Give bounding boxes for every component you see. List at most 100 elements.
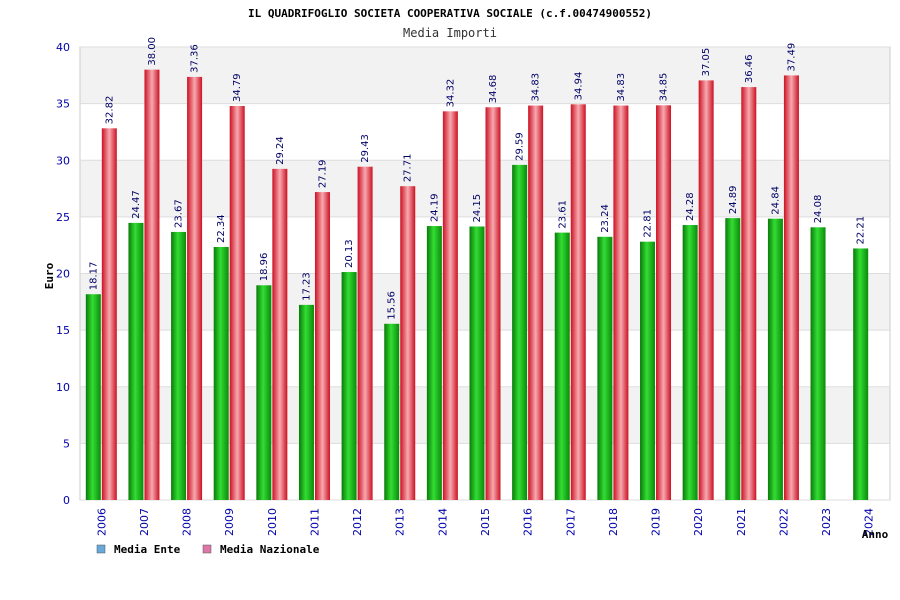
y-tick-label: 15 (56, 324, 70, 337)
bar-media-ente (256, 285, 272, 500)
x-tick-label: 2011 (308, 508, 321, 536)
data-label: 38.00 (147, 37, 158, 66)
data-label: 24.47 (131, 190, 142, 219)
data-label: 18.17 (88, 262, 99, 291)
data-label: 34.79 (232, 73, 243, 102)
bar-media-nazionale (783, 75, 799, 500)
bar-media-ente (298, 304, 314, 500)
data-label: 29.59 (515, 132, 526, 161)
bar-media-ente (426, 226, 442, 500)
x-tick-label: 2018 (607, 508, 620, 536)
data-label: 24.15 (472, 194, 483, 223)
data-label: 34.68 (488, 75, 499, 104)
data-label: 17.23 (301, 272, 312, 301)
data-label: 29.24 (275, 136, 286, 165)
data-label: 34.85 (659, 73, 670, 102)
bar-media-nazionale (698, 80, 714, 500)
bar-media-ente (512, 164, 528, 500)
data-label: 36.46 (744, 54, 755, 83)
y-tick-label: 35 (56, 98, 70, 111)
x-tick-label: 2006 (95, 508, 108, 536)
x-tick-label: 2017 (564, 508, 577, 536)
bar-media-nazionale (314, 192, 330, 501)
data-label: 34.83 (531, 73, 542, 102)
legend-swatch (96, 544, 106, 554)
data-label: 22.34 (216, 214, 227, 243)
bar-media-ente (853, 248, 869, 500)
bar-media-ente (213, 246, 229, 500)
x-axis-label: Anno (862, 528, 889, 541)
bar-media-ente (597, 236, 613, 500)
chart-subtitle: Media Importi (403, 26, 497, 40)
bar-media-ente (682, 225, 698, 501)
x-tick-label: 2019 (650, 508, 663, 536)
legend-label: Media Nazionale (220, 543, 320, 556)
bar-media-ente (810, 227, 826, 500)
x-tick-label: 2023 (820, 508, 833, 536)
data-label: 37.36 (190, 44, 201, 73)
data-label: 18.96 (259, 253, 270, 282)
y-axis-ticks: 0 5 10 15 20 25 30 35 40 (56, 41, 70, 507)
x-tick-label: 2021 (735, 508, 748, 536)
data-label: 24.19 (429, 193, 440, 222)
bar-media-nazionale (528, 105, 544, 501)
bar-media-nazionale (741, 87, 757, 500)
data-label: 24.28 (685, 192, 696, 221)
bar-media-ente (469, 226, 485, 500)
bar-media-ente (554, 232, 570, 500)
data-label: 27.71 (403, 154, 414, 183)
y-tick-label: 40 (56, 41, 70, 54)
y-tick-label: 20 (56, 268, 70, 281)
data-label: 37.49 (786, 43, 797, 72)
data-label: 37.05 (701, 48, 712, 77)
data-label: 24.89 (728, 185, 739, 214)
y-tick-label: 30 (56, 154, 70, 167)
x-tick-label: 2020 (692, 508, 705, 536)
legend-label: Media Ente (114, 543, 181, 556)
bar-media-ente (384, 323, 400, 500)
bar-media-ente (85, 294, 101, 500)
legend-swatch (202, 544, 212, 554)
bar-media-nazionale (400, 186, 416, 500)
data-label: 23.67 (174, 199, 185, 228)
data-label: 20.13 (344, 239, 355, 268)
x-tick-label: 2010 (266, 508, 279, 536)
bar-media-ente (640, 241, 656, 500)
data-label: 24.84 (770, 186, 781, 215)
bar-media-nazionale (442, 111, 458, 501)
x-tick-label: 2014 (436, 508, 449, 536)
bar-media-nazionale (101, 128, 117, 500)
bar-media-ente (725, 218, 741, 501)
x-tick-label: 2015 (479, 508, 492, 536)
bar-media-nazionale (357, 166, 373, 500)
data-label: 23.24 (600, 204, 611, 233)
data-label: 23.61 (557, 200, 568, 229)
x-tick-label: 2009 (223, 508, 236, 536)
bar-media-nazionale (144, 69, 160, 501)
x-tick-label: 2022 (777, 508, 790, 536)
bar-media-ente (128, 222, 144, 500)
y-tick-label: 0 (63, 494, 70, 507)
x-tick-label: 2012 (351, 508, 364, 536)
bar-media-nazionale (613, 105, 629, 501)
data-label: 29.43 (360, 134, 371, 163)
bar-media-nazionale (272, 168, 288, 500)
y-tick-label: 10 (56, 381, 70, 394)
chart-title: IL QUADRIFOGLIO SOCIETA COOPERATIVA SOCI… (248, 7, 652, 20)
x-tick-label: 2016 (522, 508, 535, 536)
x-tick-label: 2007 (138, 508, 151, 536)
x-tick-label: 2013 (394, 508, 407, 536)
y-axis-label: Euro (43, 262, 56, 289)
x-tick-label: 2024 (863, 508, 876, 536)
legend: Media Ente Media Nazionale (96, 543, 320, 556)
data-label: 34.32 (445, 79, 456, 108)
data-label: 15.56 (387, 291, 398, 320)
data-label: 24.08 (813, 195, 824, 224)
data-label: 27.19 (317, 159, 328, 188)
bar-media-nazionale (229, 106, 245, 501)
x-axis-ticks: 2006 2007 2008 2009 2010 2011 2012 2013 2014 2015… (95, 508, 875, 536)
bar-group (85, 69, 869, 501)
y-tick-label: 25 (56, 211, 70, 224)
data-label: 22.21 (856, 216, 867, 245)
